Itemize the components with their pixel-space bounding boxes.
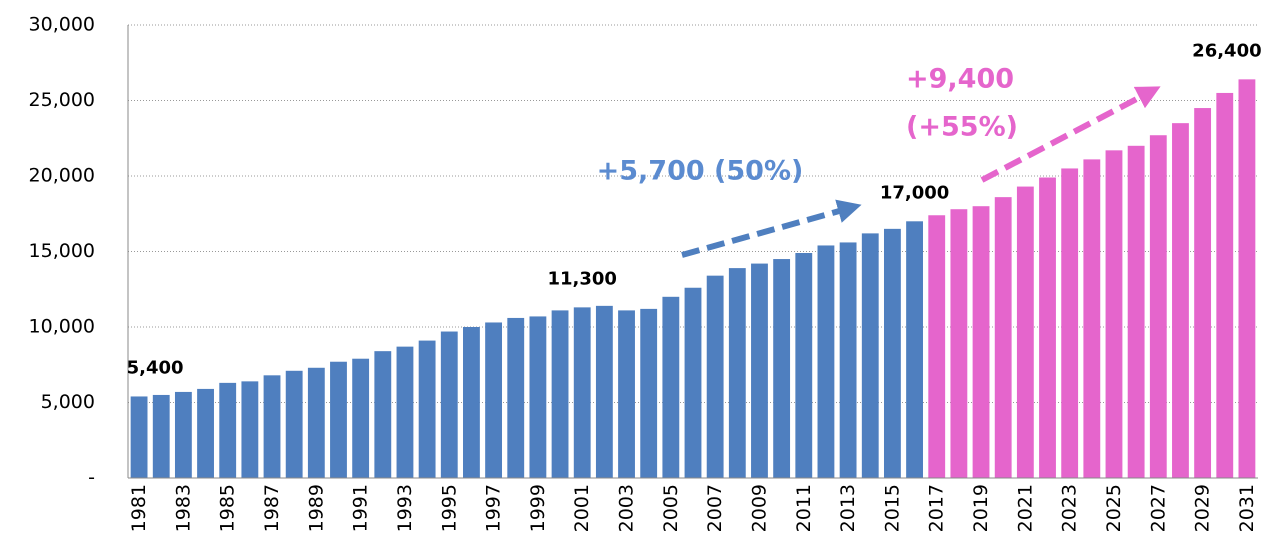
bar [817,245,835,478]
bar [352,358,370,478]
x-tick-label: 2017 [926,484,948,532]
x-tick-label: 2001 [571,484,593,532]
data-label: 17,000 [880,182,949,203]
bar [972,206,990,478]
x-tick-label: 1997 [483,484,505,532]
bar [994,197,1012,478]
bar [1016,186,1034,478]
x-tick-label: 2027 [1147,484,1169,532]
y-tick-label: - [88,467,95,489]
bar [573,307,591,478]
bar [839,242,857,478]
x-tick-label: 1987 [261,484,283,532]
x-tick-label: 1981 [128,484,150,532]
bar [684,287,702,478]
bar [906,221,923,479]
y-tick-label: 5,000 [41,391,95,413]
bar [241,381,259,478]
x-tick-label: 2015 [881,484,903,532]
x-tick-label: 2007 [704,484,726,532]
data-label: 11,300 [547,268,616,289]
bar [773,259,791,478]
bar [1172,123,1189,479]
bar [307,367,325,478]
arrow [980,86,1161,183]
x-tick-label: 1985 [217,484,239,532]
bar [1216,92,1234,478]
x-tick-label: 2031 [1236,484,1258,532]
y-tick-label: 15,000 [29,240,95,262]
x-tick-label: 1989 [305,484,327,532]
x-tick-label: 2029 [1192,484,1214,532]
bar [1238,79,1256,479]
bar [285,370,303,478]
bar [1061,168,1079,478]
x-tick-label: 2003 [616,484,638,532]
bar [861,233,879,478]
bar [662,296,680,478]
data-label: 5,400 [127,357,184,378]
bar [640,308,658,478]
bar [330,361,347,478]
bar [418,340,436,478]
bar [618,310,635,478]
x-tick-label: 1999 [527,484,549,532]
bar [485,322,503,478]
y-tick-label: 25,000 [29,89,95,111]
annotation: +5,700 (50%) [597,156,804,187]
y-tick-label: 20,000 [29,165,95,187]
y-tick-label: 30,000 [29,14,95,36]
bar [152,394,170,478]
x-tick-label: 2021 [1014,484,1036,532]
bar [928,215,946,478]
x-tick-label: 1995 [438,484,460,532]
bar [1149,135,1167,479]
bar [174,391,192,478]
bar [595,305,613,478]
bar [197,388,214,478]
bar [1039,177,1056,478]
bar [1083,159,1101,478]
bar [1127,145,1145,479]
bar [551,310,569,478]
x-tick-label: 2025 [1103,484,1125,532]
bar [795,253,813,478]
x-tick-label: 2005 [660,484,682,532]
x-tick-label: 2023 [1059,484,1081,532]
arrow [681,199,862,258]
bar [950,209,968,478]
bar [507,317,525,478]
bar [396,346,414,478]
x-tick-label: 1991 [350,484,372,532]
x-tick-label: 2019 [970,484,992,532]
x-tick-label: 1983 [172,484,194,532]
bar [130,396,148,478]
bar [883,228,901,478]
x-tick-label: 2013 [837,484,859,532]
bar [1194,108,1212,479]
bar [219,382,237,478]
bar [529,316,547,478]
bars [130,79,1256,479]
bar [1105,150,1123,478]
annotation: (+55%) [906,112,1018,143]
bar [263,375,281,478]
x-tick-label: 2011 [793,484,815,532]
x-tick-label: 1993 [394,484,416,532]
bar [374,351,392,478]
bar [463,327,480,478]
bar [728,268,746,478]
data-label: 26,400 [1192,40,1261,61]
y-tick-label: 10,000 [29,316,95,338]
annotation: +9,400 [906,64,1014,95]
bar [706,275,724,478]
x-tick-label: 2009 [748,484,770,532]
bar [440,331,458,478]
bar [751,263,768,478]
